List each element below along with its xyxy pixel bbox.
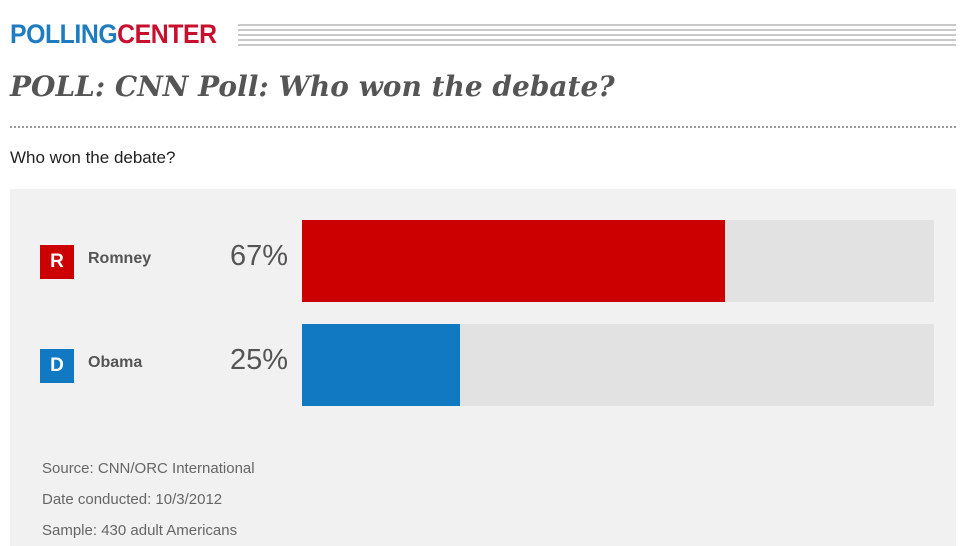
brand-logo-part2: CENTER bbox=[117, 19, 217, 49]
poll-results-panel: R Romney 67% D Obama 25% Source: CNN/ORC… bbox=[10, 189, 956, 546]
page-title: POLL: CNN Poll: Who won the debate? bbox=[10, 70, 615, 103]
date-line: Date conducted: 10/3/2012 bbox=[42, 491, 223, 508]
party-badge-romney: R bbox=[40, 245, 74, 279]
party-badge-obama: D bbox=[40, 349, 74, 383]
percentage-label-romney: 67% bbox=[229, 240, 288, 272]
percentage-label-obama: 25% bbox=[229, 344, 288, 376]
sample-line: Sample: 430 adult Americans bbox=[42, 522, 238, 539]
title-divider bbox=[10, 126, 956, 128]
source-line: Source: CNN/ORC International bbox=[42, 460, 255, 477]
bar-fill-obama bbox=[302, 324, 460, 406]
poll-question: Who won the debate? bbox=[10, 148, 176, 167]
candidate-name-romney: Romney bbox=[88, 250, 152, 267]
polling-center-header: POLLINGCENTER bbox=[10, 14, 956, 54]
brand-logo-part1: POLLING bbox=[10, 19, 118, 49]
bar-fill-romney bbox=[302, 220, 726, 302]
brand-logo[interactable]: POLLINGCENTER bbox=[10, 14, 217, 54]
candidate-name-obama: Obama bbox=[88, 354, 143, 371]
result-row-obama: D Obama 25% bbox=[10, 324, 956, 406]
bar-track-obama bbox=[302, 324, 934, 406]
header-decorative-lines bbox=[238, 24, 956, 46]
bar-track-romney bbox=[302, 220, 934, 302]
result-row-romney: R Romney 67% bbox=[10, 220, 956, 302]
